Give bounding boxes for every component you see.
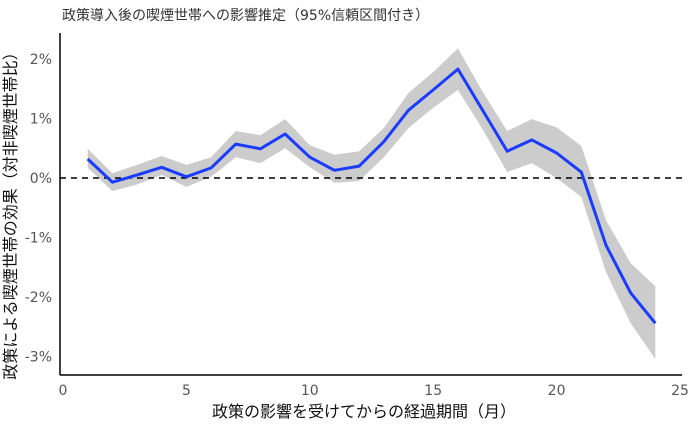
y-tick-label: 0% (30, 171, 52, 187)
chart-title: 政策導入後の喫煙世帯への影響推定（95%信頼区間付き） (62, 7, 429, 24)
x-tick-label: 25 (671, 383, 688, 399)
plot-area (60, 48, 682, 359)
y-tick-label: -1% (25, 231, 52, 247)
y-tick-label: 1% (30, 112, 52, 128)
x-tick-label: 20 (548, 383, 566, 399)
x-tick-label: 10 (301, 383, 319, 399)
confidence-band (87, 48, 656, 359)
y-tick-labels: 2% 1% 0% -1% -2% -3% (25, 52, 52, 366)
y-tick-label: -2% (25, 290, 52, 306)
x-tick-labels: 0 5 10 15 20 25 (59, 383, 688, 399)
x-tick-label: 5 (182, 383, 191, 399)
y-axis-label: 政策による喫煙世帯の効果（対非喫煙世帯比） (1, 44, 20, 380)
y-tick-label: 2% (30, 52, 52, 68)
x-tick-label: 15 (424, 383, 442, 399)
x-tick-label: 0 (59, 383, 68, 399)
estimate-line (86, 67, 657, 325)
x-axis-label: 政策の影響を受けてからの経過期間（月） (212, 402, 516, 421)
y-tick-label: -3% (25, 350, 52, 366)
